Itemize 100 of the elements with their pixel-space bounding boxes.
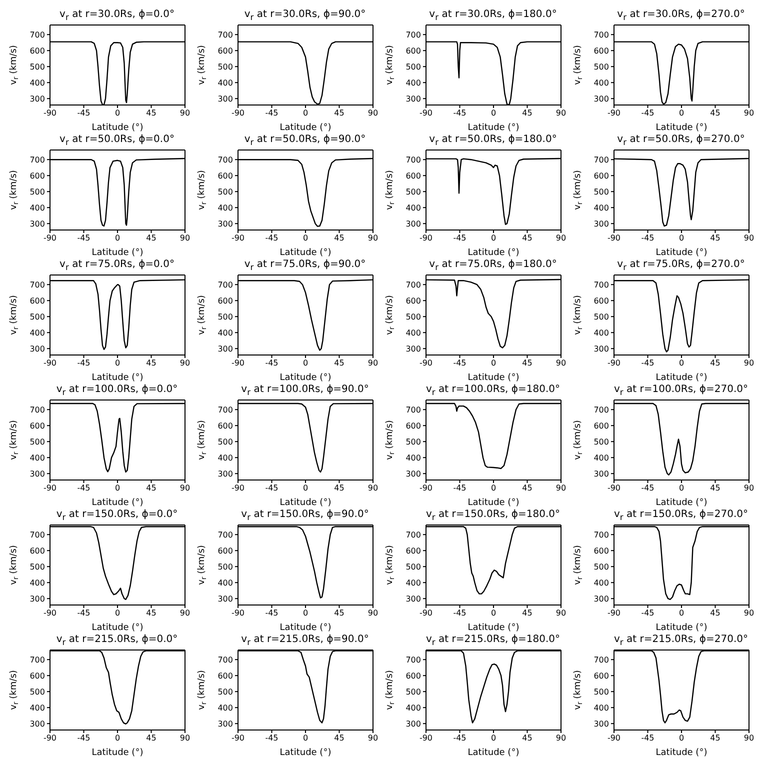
x-tick-label: 90 <box>744 108 754 118</box>
x-tick-label: 90 <box>744 734 754 743</box>
x-axis-title: Latitude (°) <box>92 623 144 633</box>
x-tick-label: 90 <box>744 608 754 618</box>
x-axis-title: Latitude (°) <box>280 123 332 133</box>
chart-title: v$_{r}$ at r=150.0Rs, ϕ=90.0° <box>240 508 370 522</box>
x-tick-label: 0 <box>114 608 120 618</box>
y-tick-label: 400 <box>218 453 233 462</box>
x-tick-label: -90 <box>607 484 621 493</box>
x-tick-label: 45 <box>334 358 344 368</box>
y-tick-label: 700 <box>594 30 609 40</box>
x-tick-label: -90 <box>607 358 621 368</box>
x-tick-label: 0 <box>114 734 120 743</box>
y-tick-label: 300 <box>30 719 45 728</box>
chart-title: v$_{r}$ at r=50.0Rs, ϕ=90.0° <box>243 133 367 147</box>
x-tick-label: -45 <box>453 234 466 243</box>
y-tick-label: 600 <box>406 421 421 430</box>
x-tick-label: 0 <box>490 484 496 493</box>
x-axis-title: Latitude (°) <box>468 248 520 258</box>
y-tick-label: 700 <box>218 530 233 540</box>
x-tick-label: -90 <box>43 734 57 743</box>
y-tick-label: 600 <box>594 171 609 180</box>
chart-title: v$_{r}$ at r=215.0Rs, ϕ=0.0° <box>55 633 179 647</box>
y-tick-label: 300 <box>218 94 233 104</box>
y-tick-label: 400 <box>30 578 45 588</box>
y-tick-label: 300 <box>218 344 233 354</box>
x-axis-title: Latitude (°) <box>656 748 708 758</box>
line-series <box>614 279 749 352</box>
y-tick-label: 400 <box>406 78 421 88</box>
y-tick-label: 500 <box>406 687 421 696</box>
x-tick-label: 0 <box>302 484 308 493</box>
y-tick-label: 700 <box>30 655 45 664</box>
x-tick-label: -45 <box>77 234 90 243</box>
x-tick-label: -90 <box>607 108 621 118</box>
x-tick-label: 0 <box>490 234 496 243</box>
x-tick-label: 0 <box>490 358 496 368</box>
x-axis-title: Latitude (°) <box>92 748 144 758</box>
y-tick-label: 700 <box>30 280 45 290</box>
x-axis-title: Latitude (°) <box>468 498 520 508</box>
y-tick-label: 700 <box>594 155 609 164</box>
y-tick-label: 500 <box>30 312 45 322</box>
chart-title: v$_{r}$ at r=50.0Rs, ϕ=180.0° <box>428 133 558 147</box>
x-tick-label: 45 <box>710 108 720 118</box>
x-tick-label: 90 <box>556 358 566 368</box>
chart-title: v$_{r}$ at r=150.0Rs, ϕ=0.0° <box>55 508 179 522</box>
y-tick-label: 400 <box>594 328 609 338</box>
x-tick-label: 45 <box>710 358 720 368</box>
x-tick-label: 45 <box>522 608 532 618</box>
y-tick-label: 700 <box>594 655 609 664</box>
chart-title: v$_{r}$ at r=75.0Rs, ϕ=90.0° <box>243 258 367 272</box>
y-tick-label: 700 <box>594 530 609 540</box>
x-tick-label: -45 <box>77 484 90 493</box>
chart-title: v$_{r}$ at r=30.0Rs, ϕ=180.0° <box>428 8 558 22</box>
x-tick-label: -45 <box>641 608 654 618</box>
y-tick-label: 500 <box>218 312 233 322</box>
y-tick-label: 500 <box>594 312 609 322</box>
x-axis-title: Latitude (°) <box>468 373 520 383</box>
x-tick-label: -45 <box>77 608 90 618</box>
y-tick-label: 600 <box>30 421 45 430</box>
y-tick-label: 500 <box>594 687 609 696</box>
chart-title: v$_{r}$ at r=150.0Rs, ϕ=180.0° <box>424 508 561 522</box>
y-tick-label: 300 <box>218 719 233 728</box>
y-tick-label: 600 <box>594 546 609 556</box>
y-tick-label: 600 <box>30 671 45 680</box>
chart-title: v$_{r}$ at r=75.0Rs, ϕ=270.0° <box>616 258 746 272</box>
x-tick-label: 0 <box>490 608 496 618</box>
x-tick-label: -45 <box>265 484 278 493</box>
y-tick-label: 700 <box>406 405 421 414</box>
x-tick-label: 0 <box>678 358 684 368</box>
x-axis-title: Latitude (°) <box>92 248 144 258</box>
x-tick-label: 45 <box>710 608 720 618</box>
x-tick-label: 0 <box>302 108 308 118</box>
y-tick-label: 700 <box>594 280 609 290</box>
x-tick-label: -90 <box>419 358 433 368</box>
chart-title: v$_{r}$ at r=100.0Rs, ϕ=90.0° <box>240 383 370 397</box>
x-tick-label: -45 <box>453 608 466 618</box>
y-tick-label: 700 <box>30 405 45 414</box>
x-tick-label: -90 <box>419 234 433 243</box>
y-tick-label: 300 <box>594 219 609 228</box>
x-tick-label: 90 <box>368 234 378 243</box>
y-tick-label: 600 <box>594 421 609 430</box>
y-tick-label: 400 <box>218 578 233 588</box>
x-tick-label: 45 <box>334 734 344 743</box>
x-axis-title: Latitude (°) <box>280 623 332 633</box>
x-tick-label: 45 <box>522 108 532 118</box>
y-tick-label: 300 <box>30 94 45 104</box>
y-tick-label: 400 <box>406 703 421 712</box>
y-tick-label: 600 <box>406 671 421 680</box>
y-tick-label: 700 <box>594 405 609 414</box>
chart-title: v$_{r}$ at r=100.0Rs, ϕ=0.0° <box>55 383 179 397</box>
x-tick-label: -90 <box>607 608 621 618</box>
x-tick-label: -90 <box>231 484 245 493</box>
x-tick-label: -90 <box>231 608 245 618</box>
y-tick-label: 400 <box>218 78 233 88</box>
x-tick-label: -45 <box>453 108 466 118</box>
x-tick-label: 0 <box>114 358 120 368</box>
x-tick-label: -90 <box>419 608 433 618</box>
x-tick-label: 90 <box>744 234 754 243</box>
chart-title: v$_{r}$ at r=50.0Rs, ϕ=0.0° <box>58 133 176 147</box>
x-tick-label: 45 <box>146 234 156 243</box>
